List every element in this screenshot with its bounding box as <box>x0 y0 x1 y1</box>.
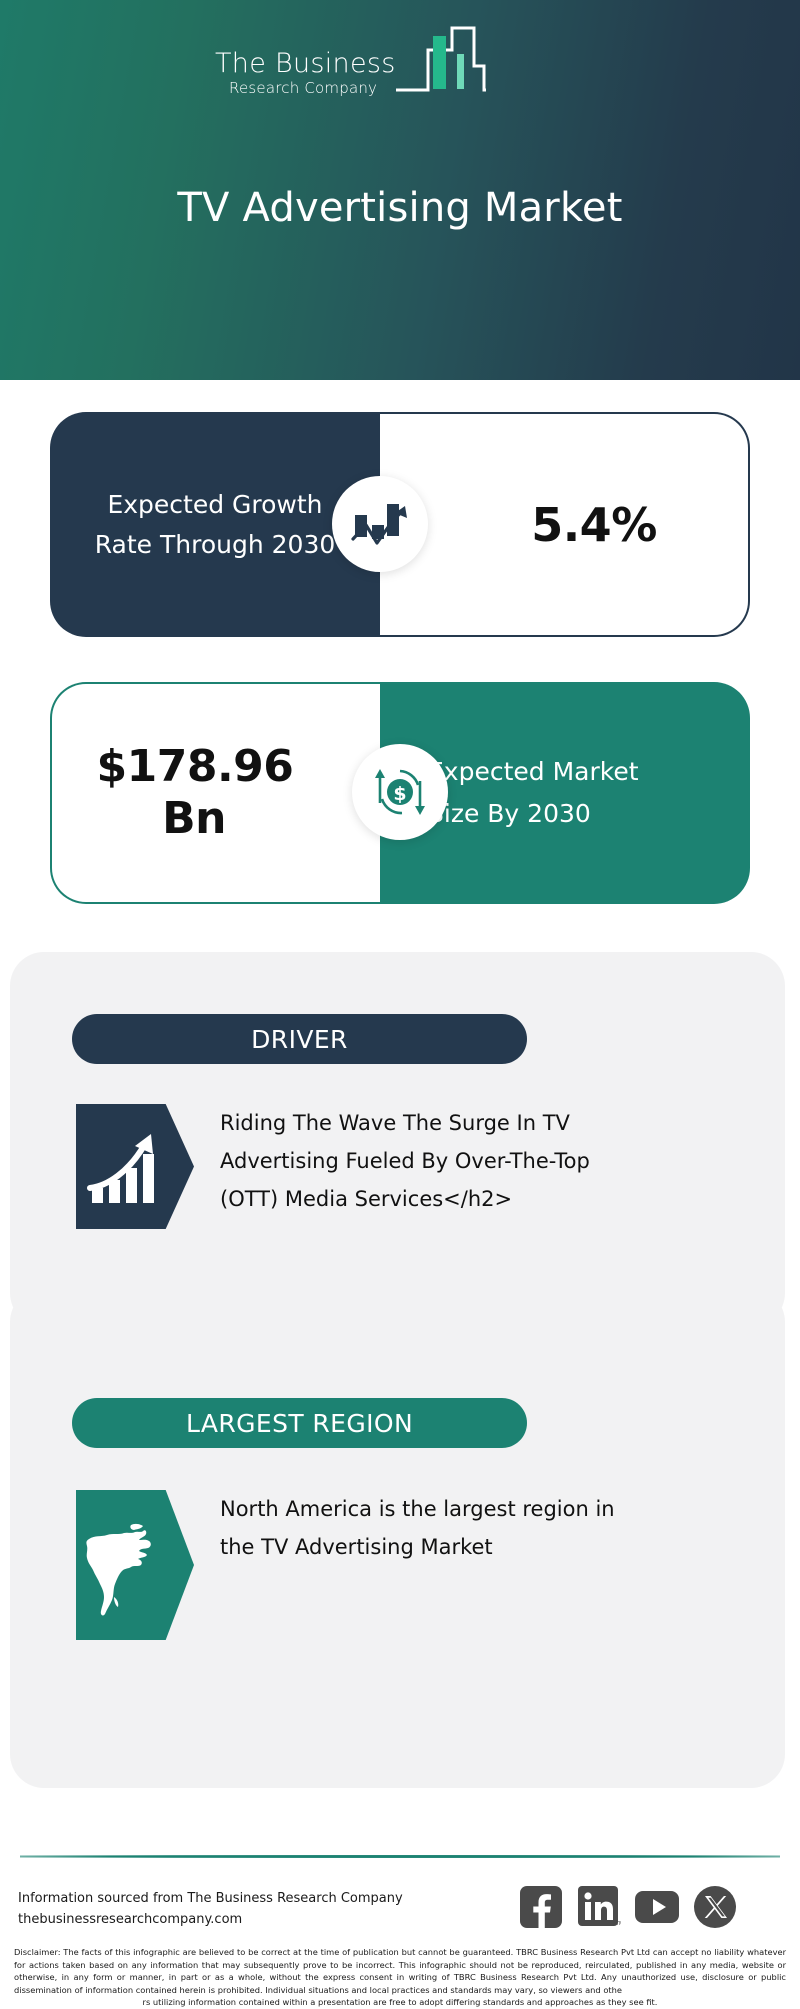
stat-card-growth-rate: Expected Growth Rate Through 2030 5.4% <box>50 412 750 637</box>
largest-region-content-row: North America is the largest region in t… <box>76 1490 645 1640</box>
linkedin-icon[interactable]: TM <box>576 1884 622 1930</box>
x-twitter-icon[interactable] <box>692 1884 738 1930</box>
logo-wordmark: The Business Research Company <box>215 49 396 101</box>
stat-card-label-block: Expected Growth Rate Through 2030 <box>50 412 380 637</box>
north-america-map-icon <box>76 1490 194 1640</box>
growth-chart-arrow-icon <box>332 476 428 572</box>
stat-label: Expected Growth Rate Through 2030 <box>94 489 336 559</box>
stat-card-value-block: $178.96 Bn <box>50 682 380 904</box>
logo-line-2: Research Company <box>229 79 378 97</box>
svg-text:TM: TM <box>615 1921 621 1927</box>
disclaimer-text: Disclaimer: The facts of this infographi… <box>14 1946 786 2009</box>
source-website-link[interactable]: thebusinessresearchcompany.com <box>18 1912 243 1927</box>
page-title: TV Advertising Market <box>177 185 623 231</box>
source-attribution: Information sourced from The Business Re… <box>18 1888 403 1930</box>
source-line-1: Information sourced from The Business Re… <box>18 1891 403 1906</box>
social-links: TM <box>518 1884 738 1930</box>
stat-card-market-size: $178.96 Bn Expected Market Size By 2030 … <box>50 682 750 904</box>
logo-line-1: The Business <box>215 48 396 79</box>
facebook-icon[interactable] <box>518 1884 564 1930</box>
stat-value: 5.4% <box>531 497 657 552</box>
driver-text: Riding The Wave The Surge In TV Advertis… <box>220 1111 590 1211</box>
bar-chart-logo-mark-icon <box>394 22 486 99</box>
youtube-icon[interactable] <box>634 1884 680 1930</box>
stat-value: $178.96 Bn <box>96 741 294 844</box>
company-logo: The Business Research Company <box>215 22 486 101</box>
disclaimer-body: Disclaimer: The facts of this infographi… <box>14 1947 786 1995</box>
stat-label: Expected Market Size By 2030 <box>428 757 639 828</box>
largest-region-pill-label: LARGEST REGION <box>72 1398 527 1448</box>
largest-region-panel: LARGEST REGION North America is the larg… <box>10 1288 785 1788</box>
driver-panel: DRIVER Riding The Wave The Surge In TV A… <box>10 952 785 1327</box>
disclaimer-last-line: rs utilizing information contained withi… <box>142 1997 658 2007</box>
largest-region-text: North America is the largest region in t… <box>220 1497 615 1559</box>
bar-chart-growth-icon <box>76 1104 194 1229</box>
svg-text:$: $ <box>393 783 406 805</box>
dollar-circulation-icon: $ <box>352 744 448 840</box>
footer-divider <box>20 1855 780 1858</box>
driver-pill-label: DRIVER <box>72 1014 527 1064</box>
header-banner: The Business Research Company TV Adverti… <box>0 0 800 380</box>
driver-content-row: Riding The Wave The Surge In TV Advertis… <box>76 1104 645 1229</box>
stat-card-value-block: 5.4% <box>380 412 750 637</box>
